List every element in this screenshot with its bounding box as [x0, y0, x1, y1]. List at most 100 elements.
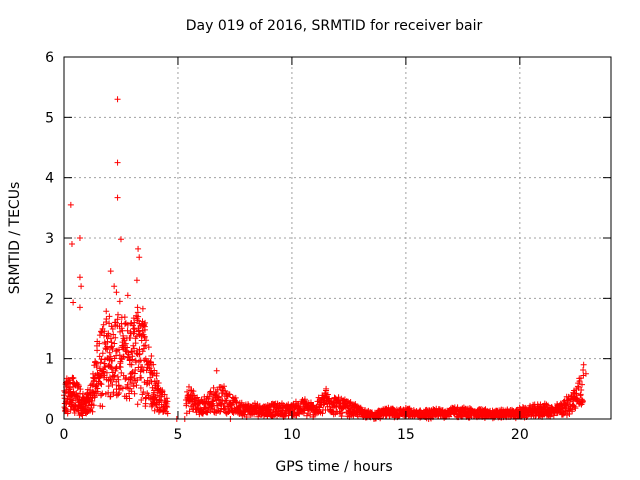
- data-point: [115, 376, 122, 383]
- data-point: [147, 374, 154, 381]
- data-point: [213, 367, 220, 374]
- data-point: [149, 370, 156, 377]
- data-point: [119, 327, 126, 334]
- data-point: [576, 378, 583, 385]
- data-point: [105, 383, 112, 390]
- data-point: [335, 394, 342, 401]
- data-point: [142, 342, 149, 349]
- data-point: [131, 375, 138, 382]
- data-point: [564, 397, 571, 404]
- data-point: [153, 370, 160, 377]
- data-point: [217, 408, 224, 415]
- data-point: [186, 408, 193, 415]
- data-point: [61, 395, 68, 402]
- data-point: [138, 397, 145, 404]
- data-point: [131, 326, 138, 333]
- data-point: [143, 367, 150, 374]
- data-point: [124, 292, 131, 299]
- data-point: [577, 391, 584, 398]
- data-point: [194, 394, 201, 401]
- data-point: [115, 346, 122, 353]
- data-point: [122, 340, 129, 347]
- data-point: [135, 313, 142, 320]
- data-point: [76, 274, 83, 281]
- data-point: [151, 407, 158, 414]
- data-point: [148, 353, 155, 360]
- data-point: [97, 365, 104, 372]
- y-tick-label: 4: [45, 171, 54, 187]
- data-point: [113, 289, 120, 296]
- data-point: [210, 384, 217, 391]
- data-point: [140, 388, 147, 395]
- data-point: [99, 403, 106, 410]
- y-tick-label: 5: [45, 110, 54, 126]
- data-point: [142, 395, 149, 402]
- data-point: [116, 298, 123, 305]
- data-point: [145, 344, 152, 351]
- data-point: [99, 350, 106, 357]
- data-point: [163, 395, 170, 402]
- data-point: [69, 397, 76, 404]
- data-point: [580, 361, 587, 368]
- data-point: [109, 346, 116, 353]
- data-points: [61, 96, 589, 422]
- data-point: [97, 359, 104, 366]
- data-point: [121, 320, 128, 327]
- chart-title: Day 019 of 2016, SRMTID for receiver bai…: [186, 18, 483, 34]
- data-point: [111, 340, 118, 347]
- data-point: [101, 328, 108, 335]
- data-point: [107, 268, 114, 275]
- data-point: [67, 201, 74, 208]
- data-point: [106, 374, 113, 381]
- data-point: [116, 352, 123, 359]
- data-point: [114, 311, 121, 318]
- data-point: [578, 386, 585, 393]
- data-point: [114, 96, 121, 103]
- x-tick-label: 20: [511, 427, 529, 443]
- data-point: [136, 351, 143, 358]
- data-point: [124, 321, 131, 328]
- data-point: [111, 355, 118, 362]
- data-point: [131, 390, 138, 397]
- data-point: [208, 390, 215, 397]
- data-point: [132, 340, 139, 347]
- data-point: [73, 390, 80, 397]
- data-point: [103, 308, 110, 315]
- data-point: [128, 388, 135, 395]
- data-point: [151, 389, 158, 396]
- data-point: [207, 389, 214, 396]
- data-point: [149, 371, 156, 378]
- data-point: [131, 319, 138, 326]
- data-point: [138, 374, 145, 381]
- data-point: [104, 346, 111, 353]
- data-point: [142, 400, 149, 407]
- data-point: [141, 333, 148, 340]
- data-point: [96, 340, 103, 347]
- data-point: [90, 402, 97, 409]
- data-point: [98, 391, 105, 398]
- data-point: [319, 410, 326, 417]
- data-point: [216, 393, 223, 400]
- data-point: [339, 409, 346, 416]
- data-point: [120, 353, 127, 360]
- data-point: [164, 398, 171, 405]
- data-point: [151, 367, 158, 374]
- data-point: [114, 373, 121, 380]
- data-point: [140, 345, 147, 352]
- data-point: [164, 410, 171, 417]
- data-point: [124, 381, 131, 388]
- data-point: [124, 344, 131, 351]
- data-point: [114, 159, 121, 166]
- data-point: [89, 408, 96, 415]
- x-tick-label: 5: [173, 427, 182, 443]
- data-point: [190, 392, 197, 399]
- data-point: [77, 386, 84, 393]
- data-point: [184, 388, 191, 395]
- data-point: [572, 405, 579, 412]
- data-point: [569, 408, 576, 415]
- data-point: [103, 315, 110, 322]
- data-point: [131, 345, 138, 352]
- data-point: [99, 390, 106, 397]
- data-point: [135, 364, 142, 371]
- data-point: [136, 350, 143, 357]
